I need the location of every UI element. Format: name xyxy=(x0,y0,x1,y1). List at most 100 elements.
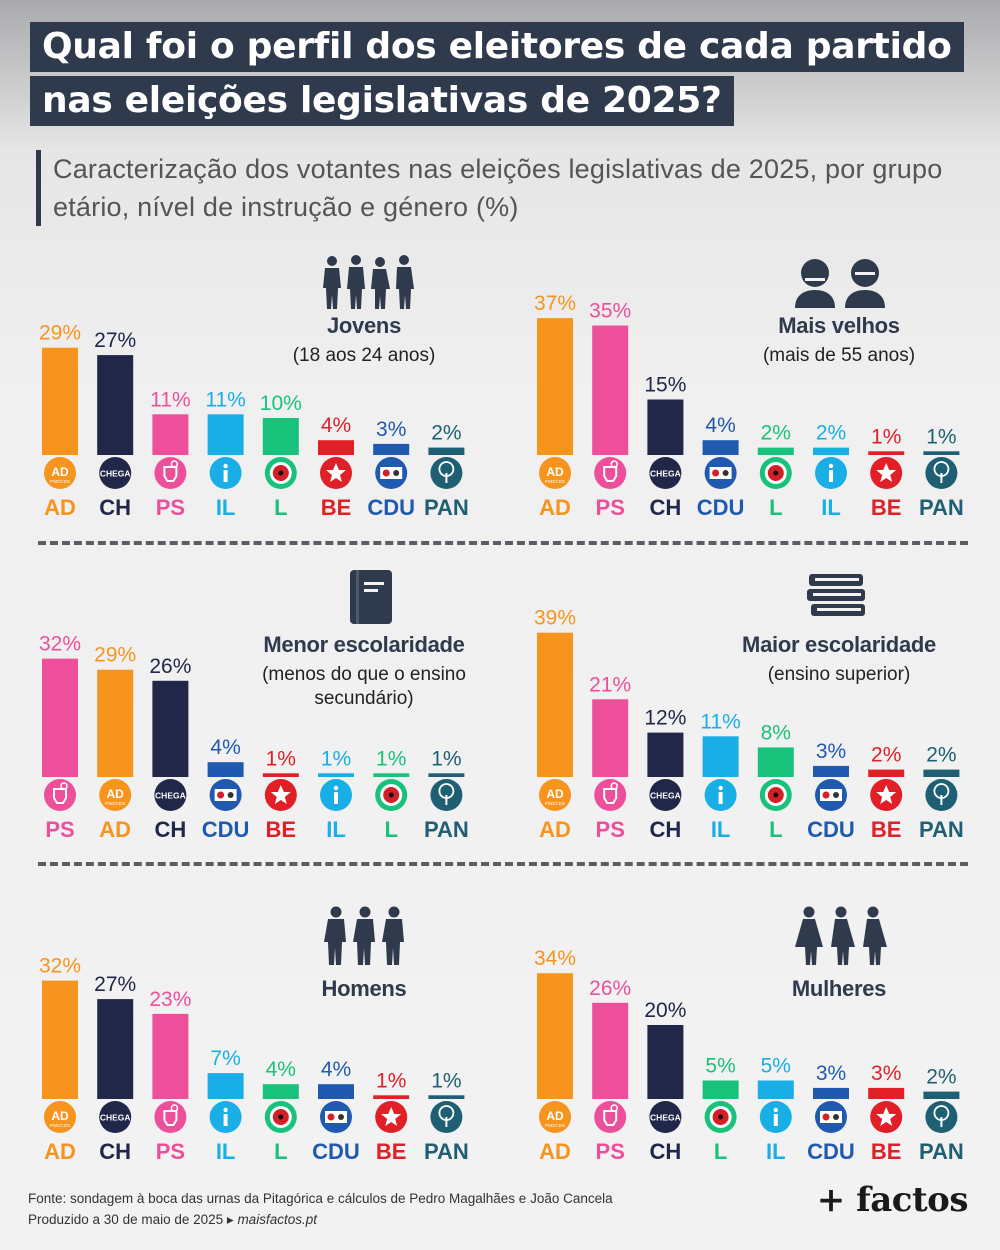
category-label: IL xyxy=(216,1139,236,1164)
production-note: Produzido a 30 de maio de 2025 ▸ maisfac… xyxy=(28,1212,317,1227)
bar-ad xyxy=(42,347,78,455)
category-label: PAN xyxy=(919,495,964,520)
bar-group-il: 11% IL xyxy=(205,388,245,520)
bar-group-be: 4% BE xyxy=(318,414,354,520)
bar-pan xyxy=(428,447,465,455)
category-label: AD xyxy=(539,1139,571,1164)
party-logo-ad xyxy=(44,457,76,489)
bar-pan xyxy=(923,1091,960,1099)
data-label: 35% xyxy=(589,300,631,323)
data-label: 15% xyxy=(644,374,686,397)
bar-chart: 32%PS29%ADPSD/CDSAD26%CHEGACH4%CDU1%BE1%… xyxy=(39,633,469,842)
data-label: 4% xyxy=(321,1058,351,1081)
info-dot-icon xyxy=(223,1107,228,1113)
sunflower-icon xyxy=(722,470,729,476)
data-label: 23% xyxy=(149,988,191,1011)
bar-group-pan: 2% PAN xyxy=(919,744,964,842)
bar-il xyxy=(702,736,739,777)
bar-ch xyxy=(97,999,134,1099)
logo-subtext: PSD/CDS xyxy=(545,801,565,806)
category-label: CH xyxy=(650,1139,682,1164)
category-label: CDU xyxy=(202,817,250,842)
data-label: 5% xyxy=(705,1055,735,1078)
bar-cdu xyxy=(207,762,244,777)
bar-group-pan: 1% PAN xyxy=(919,425,964,520)
logo-text: CHEGA xyxy=(650,791,681,801)
panel-subtitle: (mais de 55 anos) xyxy=(762,345,916,366)
sunflower-icon xyxy=(227,792,234,798)
bar-group-pan: 2% PAN xyxy=(919,1066,964,1164)
sunflower-icon xyxy=(833,792,839,798)
logo-subtext: PSD/CDS xyxy=(50,1123,70,1128)
category-label: CH xyxy=(155,817,187,842)
bar-l xyxy=(702,1080,739,1099)
data-label: 1% xyxy=(376,1069,406,1092)
poppy-center-icon xyxy=(388,792,394,798)
data-label: 3% xyxy=(871,1062,901,1085)
data-label: 4% xyxy=(321,414,351,437)
info-dot-icon xyxy=(333,785,339,791)
bar-be xyxy=(262,773,299,777)
info-dot-icon xyxy=(223,463,228,469)
category-label: AD xyxy=(539,817,571,842)
data-label: 2% xyxy=(761,422,791,445)
bar-pan xyxy=(923,769,960,777)
bar-group-cdu: 3% CDU xyxy=(807,740,855,842)
panel-title: Homens xyxy=(321,976,407,1001)
data-label: 11% xyxy=(150,388,190,411)
info-dot-icon xyxy=(828,463,834,469)
data-label: 4% xyxy=(210,736,240,759)
bar-group-cdu: 4% CDU xyxy=(697,414,745,520)
category-label: L xyxy=(769,495,782,520)
sunflower-icon xyxy=(338,1114,344,1120)
bar-group-be: 1% BE xyxy=(868,425,905,520)
bar-chart: 34%ADPSD/CDSAD26%PS20%CHEGACH5%L5%IL3%CD… xyxy=(534,947,964,1164)
bar-cdu xyxy=(373,443,410,455)
category-label: AD xyxy=(44,1139,76,1164)
category-label: L xyxy=(384,817,397,842)
sunflower-icon xyxy=(833,1114,839,1120)
bar-group-l: 1% L xyxy=(373,747,410,842)
info-bar-icon xyxy=(223,1114,228,1126)
logo-text: AD xyxy=(546,1109,564,1123)
poppy-center-icon xyxy=(718,1114,724,1120)
bar-ch xyxy=(647,399,684,455)
hammer-sickle-icon xyxy=(327,1113,335,1121)
bar-group-ch: 20% CHEGA CH xyxy=(644,999,686,1164)
logo-text: AD xyxy=(51,465,69,479)
logo-subtext: PSD/CDS xyxy=(50,479,70,484)
data-label: 4% xyxy=(266,1058,296,1081)
bar-group-l: 5% L xyxy=(702,1055,739,1164)
sunflower-icon xyxy=(393,470,400,476)
site-link[interactable]: maisfactos.pt xyxy=(237,1212,317,1227)
bar-chart: 29%ADPSD/CDSAD27%CHEGACH11%PS11%IL10%L4%… xyxy=(39,322,469,520)
bar-group-ch: 27% CHEGA CH xyxy=(94,329,136,520)
tree-trunk-icon xyxy=(445,473,448,483)
category-label: BE xyxy=(871,1139,902,1164)
bar-be xyxy=(868,1087,905,1099)
chart-panel-mulheres: 34% AD PSD/CDS AD 26% PS 20% CHEGA CH 5% L 5% IL 3% CD… xyxy=(525,884,995,1174)
party-logo-ch xyxy=(649,779,682,811)
party-logo-ch xyxy=(99,457,132,489)
party-logo-ps xyxy=(594,1101,627,1133)
bar-group-il: 7% IL xyxy=(207,1047,244,1164)
panel-subtitle: (18 aos 24 anos) xyxy=(292,345,436,366)
rose-icon xyxy=(610,460,618,468)
title-block: Qual foi o perfil dos eleitores de cada … xyxy=(30,22,964,130)
divider xyxy=(38,541,968,545)
rose-icon xyxy=(60,782,68,790)
data-label: 11% xyxy=(700,710,740,733)
data-label: 1% xyxy=(266,747,296,770)
page-title-line-1: Qual foi o perfil dos eleitores de cada … xyxy=(30,22,964,72)
tree-trunk-icon xyxy=(940,473,943,483)
bar-chart: 32%ADPSD/CDSAD27%CHEGACH23%PS7%IL4%L4%CD… xyxy=(39,955,469,1164)
category-label: CDU xyxy=(697,495,745,520)
data-label: 2% xyxy=(431,422,461,445)
logo-text: CHEGA xyxy=(155,791,186,801)
party-logo-ch xyxy=(99,1101,132,1133)
party-logo-ch xyxy=(154,779,187,811)
bar-ps xyxy=(42,658,78,777)
bar-il xyxy=(757,1080,794,1099)
